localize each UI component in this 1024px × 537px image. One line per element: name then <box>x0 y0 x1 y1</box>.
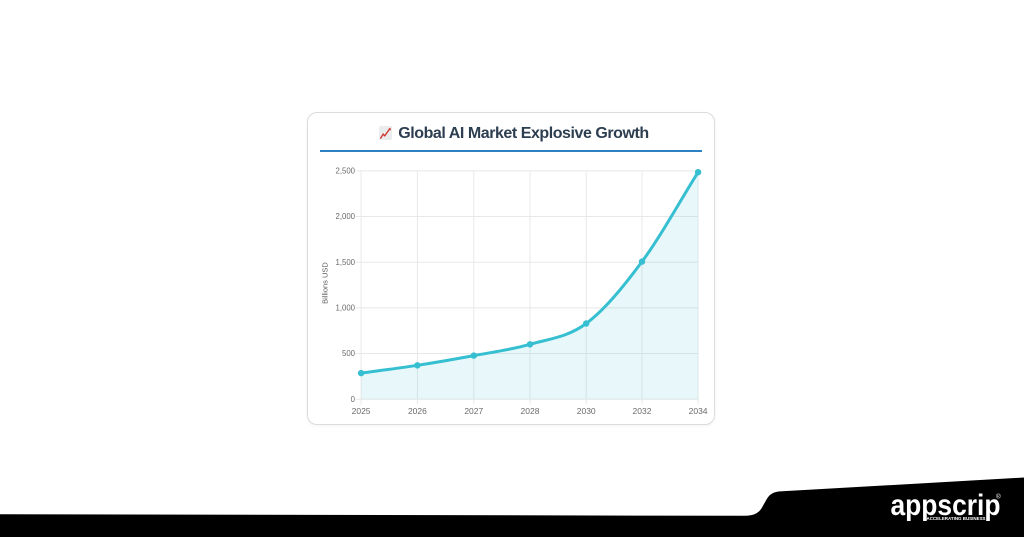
svg-text:Billions USD: Billions USD <box>321 262 330 304</box>
svg-text:2026: 2026 <box>408 406 427 416</box>
svg-text:2032: 2032 <box>633 406 652 416</box>
svg-text:2028: 2028 <box>521 406 540 416</box>
svg-text:2025: 2025 <box>352 406 371 416</box>
svg-text:0: 0 <box>351 395 356 404</box>
svg-text:2,000: 2,000 <box>335 212 355 221</box>
svg-text:2027: 2027 <box>464 406 483 416</box>
svg-text:appscrip: appscrip <box>891 489 1001 522</box>
svg-text:1,000: 1,000 <box>335 304 355 313</box>
svg-text:ACCELERATING BUSINESS: ACCELERATING BUSINESS <box>927 516 987 522</box>
svg-text:1,500: 1,500 <box>335 258 355 267</box>
svg-text:500: 500 <box>342 349 356 358</box>
svg-text:2030: 2030 <box>577 406 596 416</box>
svg-text:2034: 2034 <box>689 406 708 416</box>
svg-text:®: ® <box>996 492 1001 500</box>
svg-text:2,500: 2,500 <box>335 167 355 176</box>
